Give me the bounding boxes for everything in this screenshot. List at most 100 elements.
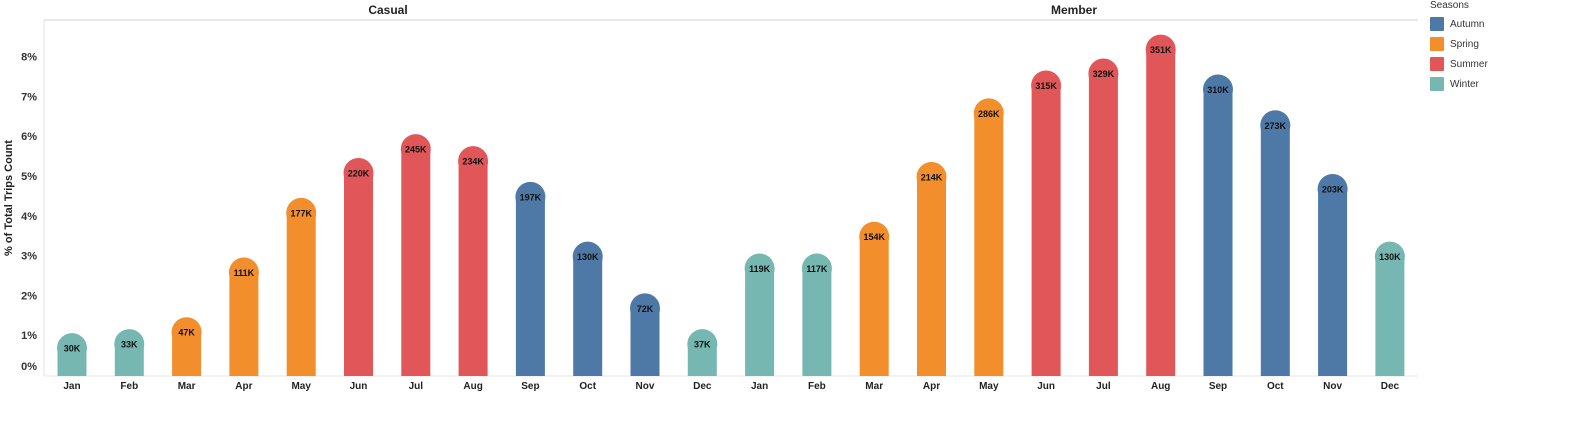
bar[interactable]: [1088, 73, 1118, 377]
y-tick-label: 8%: [21, 52, 37, 64]
x-tick-label: Jan: [63, 381, 80, 392]
bar[interactable]: [917, 177, 946, 376]
bar-cap[interactable]: [114, 329, 145, 360]
bar[interactable]: [859, 236, 889, 376]
bar-cap[interactable]: [1317, 173, 1348, 204]
bar[interactable]: [229, 272, 259, 376]
chart-canvas: 0% 1% 2% 3% 4% 5% 6% 7% 8% % of Total Trips Count…: [3, 3, 1418, 392]
data-label: 234K: [462, 157, 484, 167]
data-label: 130K: [577, 252, 599, 262]
x-tick-label: Feb: [120, 381, 138, 392]
data-label: 111K: [234, 268, 255, 278]
bar-cap[interactable]: [1374, 241, 1405, 272]
data-label: 273K: [1265, 121, 1287, 131]
bar-cap[interactable]: [572, 241, 603, 272]
bar-cap[interactable]: [1088, 58, 1119, 89]
legend-swatch-summer: [1430, 57, 1444, 71]
x-tick-label: Oct: [1267, 381, 1284, 392]
legend-label-summer: Summer: [1450, 58, 1488, 70]
x-tick-label: Nov: [636, 381, 655, 392]
data-label: 154K: [863, 232, 885, 242]
data-label: 245K: [405, 145, 427, 155]
data-label: 197K: [520, 192, 542, 202]
x-tick-label: May: [979, 381, 999, 392]
bar[interactable]: [344, 173, 373, 376]
panel-title-casual: Casual: [368, 3, 407, 17]
x-tick-label: Apr: [923, 381, 940, 392]
bar[interactable]: [745, 268, 775, 376]
bar-cap[interactable]: [343, 158, 374, 189]
data-label: 72K: [637, 304, 654, 314]
legend-label-autumn: Autumn: [1450, 18, 1485, 30]
bar-cap[interactable]: [458, 146, 489, 177]
bar-cap[interactable]: [687, 329, 718, 360]
bar-cap[interactable]: [1031, 70, 1062, 101]
x-tick-label: Jun: [350, 381, 368, 392]
data-label: 220K: [348, 169, 370, 179]
y-axis-title: % of Total Trips Count: [3, 140, 15, 256]
x-tick-label: Sep: [1209, 381, 1227, 392]
x-tick-label: Aug: [1151, 381, 1170, 392]
bar-cap[interactable]: [400, 134, 431, 165]
x-tick-label: Jul: [1096, 381, 1111, 392]
bar-cap[interactable]: [744, 253, 775, 284]
bar-cap[interactable]: [801, 253, 832, 284]
bar-cap[interactable]: [916, 162, 947, 192]
data-label: 130K: [1379, 252, 1401, 262]
bar-cap[interactable]: [515, 181, 546, 212]
x-tick-label: Sep: [521, 381, 539, 392]
bar-cap[interactable]: [1145, 34, 1176, 65]
data-label: 37K: [694, 340, 711, 350]
bar-cap[interactable]: [1203, 74, 1233, 105]
bar-cap[interactable]: [973, 98, 1004, 129]
data-label: 310K: [1207, 85, 1229, 95]
bar[interactable]: [401, 149, 431, 376]
legend-item-autumn[interactable]: Autumn: [1430, 14, 1488, 34]
x-tick-label: Feb: [808, 381, 826, 392]
bar[interactable]: [1260, 125, 1290, 376]
bar[interactable]: [1203, 89, 1233, 376]
bar-cap[interactable]: [57, 333, 87, 364]
panel-title-member: Member: [1051, 3, 1097, 17]
data-label: 214K: [921, 173, 943, 183]
bar[interactable]: [286, 212, 316, 376]
bar[interactable]: [1031, 85, 1061, 377]
bar[interactable]: [458, 161, 488, 376]
y-tick-label: 5%: [21, 171, 37, 183]
data-label: 117K: [806, 264, 828, 274]
bar[interactable]: [1318, 188, 1348, 376]
data-label: 119K: [749, 264, 771, 274]
bar-cap[interactable]: [1260, 110, 1291, 141]
x-tick-label: Nov: [1323, 381, 1342, 392]
bar[interactable]: [515, 196, 545, 376]
bar[interactable]: [1375, 256, 1405, 376]
bar-cap[interactable]: [228, 257, 259, 288]
y-tick-label: 0%: [21, 361, 37, 373]
bar[interactable]: [1146, 49, 1176, 376]
x-tick-label: Jun: [1037, 381, 1055, 392]
data-label: 329K: [1093, 69, 1115, 79]
y-tick-label: 6%: [21, 131, 37, 143]
x-tick-label: May: [291, 381, 311, 392]
x-tick-label: Dec: [1381, 381, 1400, 392]
bar[interactable]: [974, 113, 1004, 376]
data-label: 47K: [178, 328, 195, 338]
data-label: 30K: [64, 344, 81, 354]
legend-label-spring: Spring: [1450, 38, 1479, 50]
bar-cap[interactable]: [171, 317, 202, 348]
bar-cap[interactable]: [630, 293, 660, 324]
bar-cap[interactable]: [286, 197, 317, 228]
legend-title: Seasons: [1430, 0, 1469, 11]
legend-item-summer[interactable]: Summer: [1430, 54, 1488, 74]
legend: Seasons Autumn Spring Summer Winter: [1430, 0, 1488, 94]
bar-cap[interactable]: [859, 221, 890, 252]
legend-item-spring[interactable]: Spring: [1430, 34, 1488, 54]
y-tick-label: 1%: [21, 330, 37, 342]
x-tick-label: Apr: [235, 381, 252, 392]
legend-label-winter: Winter: [1450, 78, 1479, 90]
legend-item-winter[interactable]: Winter: [1430, 74, 1488, 94]
legend-swatch-spring: [1430, 37, 1444, 51]
bar[interactable]: [802, 268, 832, 376]
x-tick-label: Jul: [409, 381, 424, 392]
bar[interactable]: [573, 256, 603, 376]
